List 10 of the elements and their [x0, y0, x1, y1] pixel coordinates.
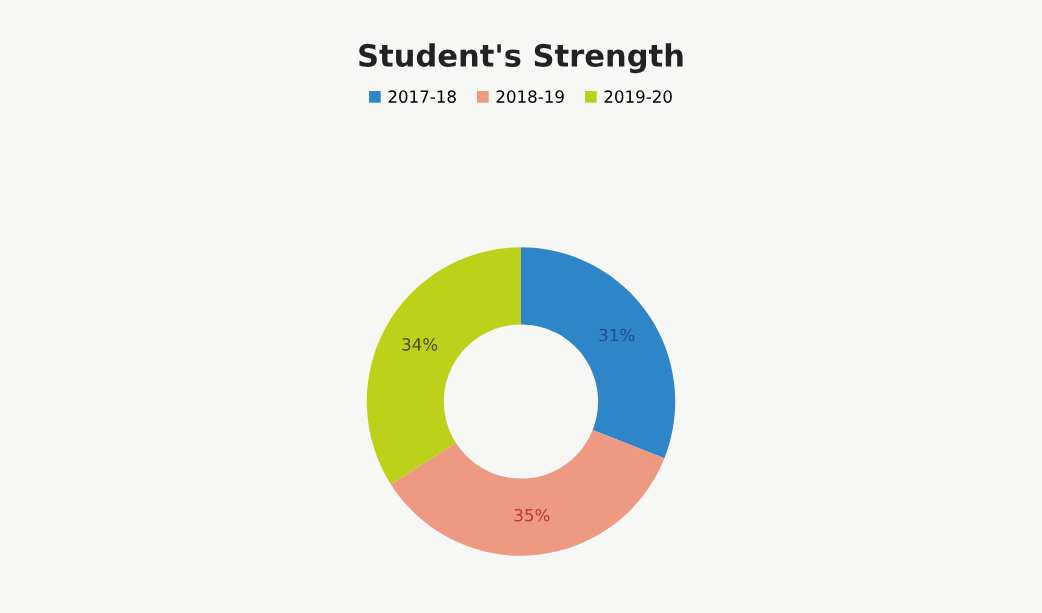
- data-label: 31%: [599, 328, 635, 342]
- legend-label: 2017-18: [388, 90, 456, 103]
- legend-label: 2018-19: [496, 90, 564, 103]
- data-label: 35%: [514, 508, 550, 522]
- legend-label: 2019-20: [604, 90, 672, 103]
- donut-slice: [366, 247, 521, 485]
- donut-slice: [390, 429, 665, 556]
- donut-slice: [521, 247, 676, 459]
- chart-title: Student's Strength: [359, 43, 683, 74]
- data-label: 34%: [402, 338, 438, 351]
